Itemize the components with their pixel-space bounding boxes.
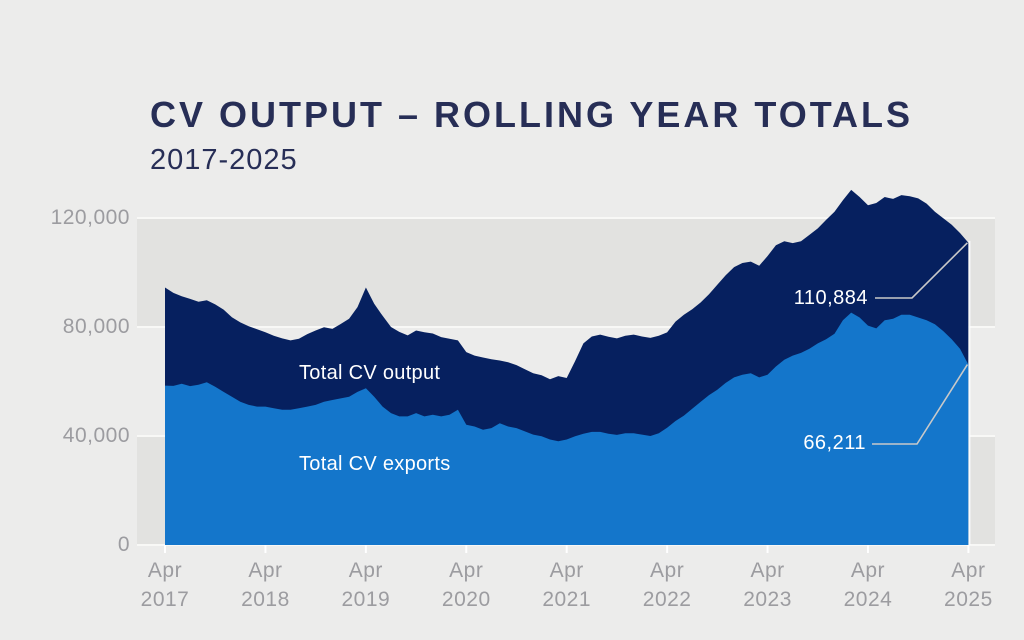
chart-title: CV OUTPUT – ROLLING YEAR TOTALS — [150, 94, 914, 135]
series-label-total-cv-output: Total CV output — [299, 362, 441, 384]
x-axis-label-apr-2022: Apr 2022 — [642, 559, 692, 611]
y-axis-label-40000: 40,000 — [62, 424, 130, 447]
x-axis-label-apr-2018: Apr 2018 — [241, 559, 290, 611]
series-label-total-cv-exports: Total CV exports — [299, 453, 451, 475]
x-axis-label-apr-2021: Apr 2021 — [542, 559, 592, 611]
y-axis-label-80000: 80,000 — [62, 315, 130, 338]
y-axis-label-120000: 120,000 — [50, 206, 130, 229]
x-axis-label-apr-2025: Apr 2025 — [944, 559, 993, 611]
x-axis-label-apr-2019: Apr 2019 — [341, 559, 391, 611]
chart-subtitle: 2017-2025 — [150, 144, 298, 176]
x-axis-label-apr-2017: Apr 2017 — [140, 559, 190, 611]
y-axis-label-0: 0 — [117, 533, 130, 556]
x-axis-label-apr-2023: Apr 2023 — [743, 559, 792, 611]
x-axis-label-apr-2024: Apr 2024 — [843, 559, 893, 611]
annotation-latest-exports-value: 66,211 — [803, 432, 866, 454]
annotation-latest-output-value: 110,884 — [793, 287, 868, 309]
x-axis-label-apr-2020: Apr 2020 — [441, 559, 491, 611]
